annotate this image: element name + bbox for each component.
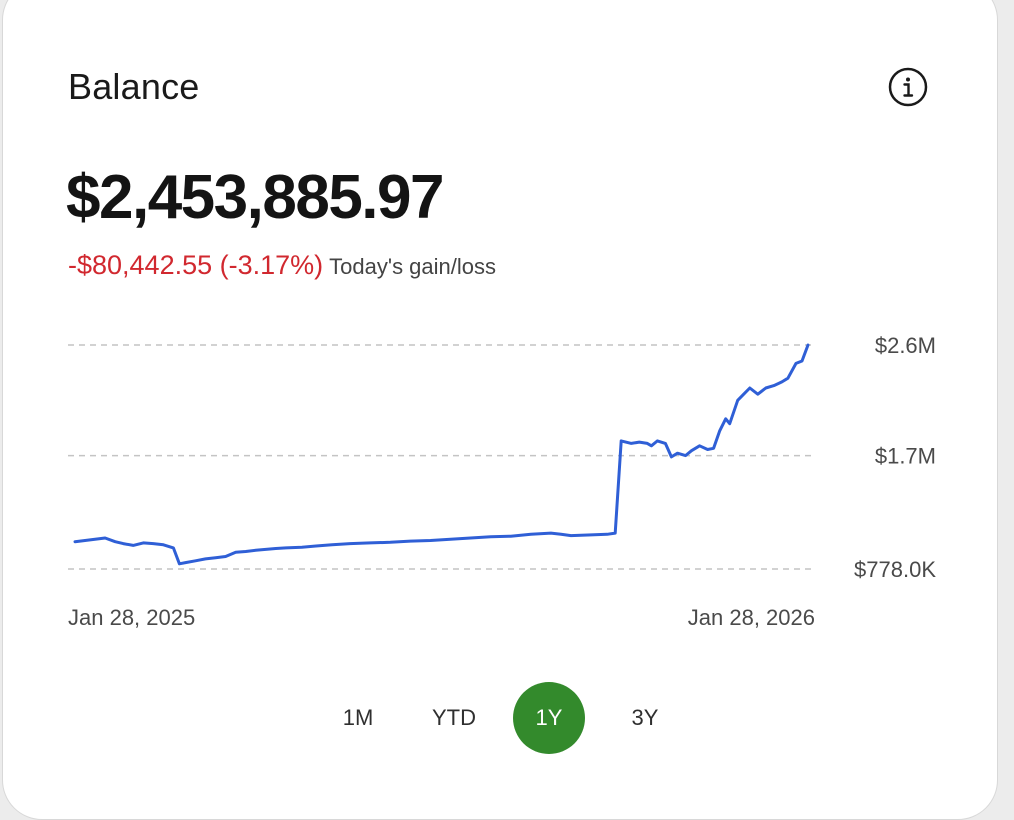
range-button-3y[interactable]: 3Y xyxy=(631,705,659,730)
range-button-1m[interactable]: 1M xyxy=(342,705,374,730)
daily-change: -$80,442.55 (-3.17%) Today's gain/loss xyxy=(68,250,496,281)
x-tick-label: Jan 28, 2026 xyxy=(688,605,815,630)
y-tick-label: $1.7M xyxy=(875,444,936,469)
daily-change-value: -$80,442.55 (-3.17%) xyxy=(68,250,324,280)
card-title: Balance xyxy=(68,66,200,107)
x-tick-label: Jan 28, 2025 xyxy=(68,605,195,630)
info-icon[interactable] xyxy=(888,67,928,107)
range-button-1y[interactable]: 1Y xyxy=(513,682,585,754)
balance-series-line xyxy=(73,343,810,566)
range-button-ytd[interactable]: YTD xyxy=(432,705,476,730)
balance-amount: $2,453,885.97 xyxy=(66,163,445,232)
y-tick-label: $778.0K xyxy=(854,557,936,582)
daily-change-label: Today's gain/loss xyxy=(329,254,497,279)
y-tick-label: $2.6M xyxy=(875,333,936,358)
